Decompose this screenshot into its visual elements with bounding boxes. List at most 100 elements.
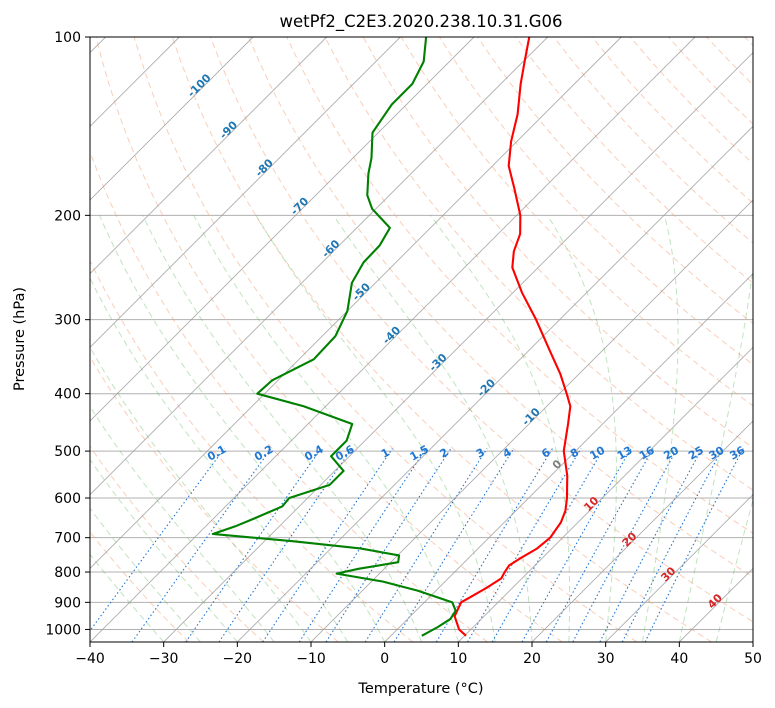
x-tick-label: 40 [670,651,688,667]
isotherm [237,125,753,642]
y-tick-label: 100 [54,30,81,46]
isotherm-label: 10 [581,494,601,514]
isotherm [90,37,327,275]
isotherm-label: -80 [253,156,276,179]
mixing-ratio-line [467,448,582,642]
mixing-ratio-line [131,448,272,642]
sounding-series [211,37,572,637]
y-tick-label: 600 [54,491,81,507]
highlight-adiabat [0,37,6,642]
mixing-ratio-label: 6 [539,445,552,460]
y-axis-label: Pressure (hPa) [12,287,28,391]
isotherm [310,199,753,642]
plot-frame [89,36,754,643]
mixing-ratio-label: 2 [438,446,451,461]
temperature-line [453,37,572,637]
isotherm [90,37,254,201]
dry-adiabat [248,37,753,578]
isotherm-label: -40 [380,324,403,347]
isotherm [752,641,753,642]
x-axis-label: Temperature (°C) [357,681,483,697]
y-tick-label: 800 [54,565,81,581]
mixing-ratio-label: 25 [686,444,706,463]
mixing-ratio-line [262,448,393,642]
x-axis-ticks: −40 −30 −20 −10 0 10 20 30 40 50 [75,642,762,667]
isotherm [679,567,753,642]
dry-adiabat [744,37,753,47]
isotherm [90,37,696,642]
x-tick-label: −30 [149,651,179,667]
mixing-ratio-label: 36 [727,444,747,463]
dry-adiabats [0,37,753,642]
dry-adiabat [553,37,753,244]
dry-adiabat [515,37,753,284]
moist-adiabat [90,458,238,642]
reference-labels: 0.1 0.2 0.4 0.6 1 1.5 2 3 4 6 8 10 13 16 20 25 30 36-100-… [185,71,748,611]
plot-area: 0.1 0.2 0.4 0.6 1 1.5 2 3 4 6 8 10 13 16 20 25 30 36-100-… [0,37,753,642]
dry-adiabat [95,37,563,642]
y-tick-label: 900 [54,595,81,611]
moist-adiabat [99,215,386,642]
mixing-ratio-line [644,448,744,642]
dry-adiabat [90,445,264,642]
mixing-ratio-line [393,448,515,642]
moist-adiabat [90,405,275,642]
isotherm [90,37,401,348]
dry-adiabat [90,356,339,642]
y-tick-label: 500 [54,444,81,460]
mixing-ratio-label: 1.5 [408,443,431,464]
moist-adiabat [547,215,617,642]
isotherm [458,346,753,642]
mixing-ratio-label: 0.4 [302,443,326,464]
isotherm-label: -10 [520,405,543,428]
dry-adiabat [90,531,190,642]
moist-adiabat [90,507,201,642]
isotherm-label: -60 [319,237,342,260]
moist-adiabat [90,553,165,642]
mixing-ratio-label: 0.6 [333,442,357,463]
mixing-ratio-line [298,448,427,642]
isotherm-label: -30 [426,351,449,374]
mixing-ratio-label: 10 [587,444,607,463]
mixing-ratio-label: 20 [661,444,681,463]
isotherm-label: 20 [620,529,640,549]
mixing-ratio-line [491,448,605,642]
x-tick-label: −40 [75,651,105,667]
dewpoint-line [211,37,457,637]
mixing-ratio-label: 0.1 [205,443,228,464]
dry-adiabat [90,150,488,642]
isotherm [384,273,753,642]
dry-adiabat [591,37,753,204]
moist-adiabat [642,215,679,642]
y-tick-label: 1000 [45,622,81,638]
mixing-ratio-line [218,448,353,642]
isotherm-label: 40 [705,591,725,611]
isotherm-label: -50 [350,280,373,303]
pressure-grid [90,37,753,630]
mixing-ratio-line [325,448,452,642]
isotherm-label: -90 [217,118,240,141]
moist-adiabat [193,215,459,642]
x-tick-label: 10 [449,651,467,667]
dry-adiabat [133,37,638,642]
dry-adiabat [286,37,753,534]
mixing-ratio-lines [90,448,744,642]
isotherm [163,52,753,642]
mixing-ratio-label: 4 [501,445,514,460]
x-tick-label: 50 [744,651,762,667]
x-tick-label: 30 [597,651,615,667]
isotherm-label: -100 [185,71,214,100]
mixing-ratio-line [185,448,322,642]
moist-adiabat [332,215,533,642]
dry-adiabat [210,37,753,623]
isotherm-label: -70 [288,195,311,218]
x-tick-label: −20 [223,651,253,667]
mixing-ratio-line [599,448,703,642]
mixing-ratio-label: 1 [379,446,392,461]
x-tick-label: −10 [296,651,326,667]
isotherm [531,420,753,642]
y-tick-label: 400 [54,387,81,403]
dry-adiabat [324,37,753,491]
moist-adiabat [142,215,422,642]
